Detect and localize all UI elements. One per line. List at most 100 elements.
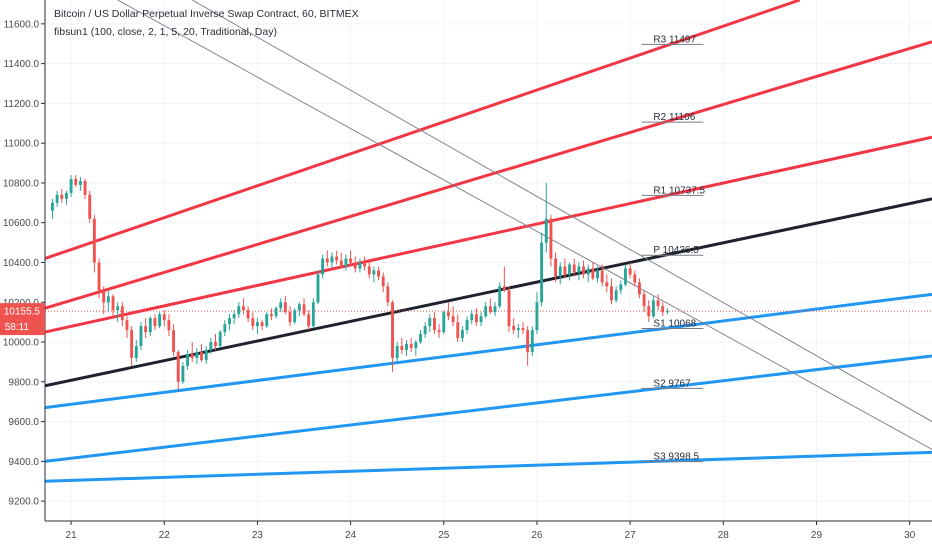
price-tick-label: 9800.0 (8, 377, 39, 388)
pivot-label: P 10436.5 (653, 245, 699, 256)
candle-body (661, 306, 665, 313)
candle-body (321, 258, 325, 275)
candle-body (642, 294, 646, 307)
candle-body (405, 344, 408, 350)
time-tick-label: 23 (252, 530, 264, 541)
candle-body (288, 312, 292, 323)
candle-body (363, 262, 367, 267)
candle-body (144, 326, 148, 333)
candle-body (335, 256, 339, 261)
candles (51, 174, 669, 390)
candle-body (474, 314, 478, 323)
candle-body (92, 218, 96, 263)
line-c2 (191, 0, 932, 422)
price-axis-bg (0, 0, 45, 521)
time-tick-label: 25 (438, 530, 450, 541)
time-tick-label: 26 (531, 530, 543, 541)
candle-body (51, 202, 54, 211)
candle-body (637, 282, 641, 295)
candle-body (120, 306, 124, 321)
candle-body (209, 342, 213, 350)
candle-body (200, 351, 203, 360)
candle-body (456, 322, 460, 339)
pivot-label: S3 9398.5 (653, 452, 699, 463)
candle-body (228, 318, 231, 325)
candle-body (330, 256, 334, 263)
candle-body (302, 304, 306, 315)
candle-body (283, 302, 287, 313)
candle-body (530, 330, 534, 352)
candle-body (521, 328, 525, 331)
candle-body (111, 296, 115, 311)
candle-body (74, 178, 78, 185)
candle-body (246, 310, 250, 319)
candle-body (428, 318, 432, 327)
candle-body (526, 330, 530, 352)
candle-body (633, 274, 637, 283)
price-tick-label: 11000.0 (4, 139, 40, 150)
candle-body (568, 264, 572, 275)
pivot-label: R2 11106 (653, 112, 695, 123)
candle-body (651, 300, 655, 317)
candle-body (470, 314, 474, 321)
candle-body (624, 268, 627, 285)
candle-body (619, 284, 623, 291)
price-tick-label: 10800.0 (3, 178, 40, 189)
candle-body (153, 318, 157, 327)
legend: Bitcoin / US Dollar Perpetual Inverse Sw… (54, 8, 359, 38)
candle-body (190, 353, 194, 358)
pivot-label: R3 11497 (653, 34, 696, 45)
candle-body (395, 346, 399, 358)
candle-body (391, 302, 394, 358)
candle-body (102, 290, 106, 303)
candle-body (223, 324, 227, 333)
price-axis[interactable]: 11600.0 11400.0 11200.0 11000.0 10800.0 10600… (0, 0, 46, 521)
price-tick-label: 11400.0 (4, 59, 40, 70)
candle-body (628, 268, 632, 275)
candle-body (358, 262, 362, 269)
time-tick-label: 22 (159, 530, 171, 541)
candle-body (549, 218, 553, 259)
pivot-labels: R3 11497 R2 11106 R1 10737.5 P 10436.5 S1 10… (641, 34, 706, 463)
line-r2 (44, 40, 932, 310)
candle-body (181, 365, 185, 382)
pivot-label: S2 9767 (653, 378, 691, 389)
candle-body (130, 330, 134, 358)
time-tick-label: 27 (625, 530, 637, 541)
candle-countdown: 58:11 (5, 322, 30, 333)
candle-body (540, 242, 544, 303)
candle-body (558, 266, 562, 277)
candle-body (297, 304, 301, 311)
candle-body (493, 306, 497, 313)
candle-body (367, 266, 371, 275)
candle-body (479, 316, 483, 323)
candle-body (442, 312, 446, 333)
candle-body (544, 218, 548, 243)
candle-body (572, 264, 576, 273)
time-tick-label: 24 (345, 530, 357, 541)
time-axis[interactable]: 21 22 23 24 25 26 27 28 29 30 (0, 520, 932, 550)
candle-body (83, 180, 87, 195)
candle-body (158, 314, 162, 327)
line-r1 (44, 135, 932, 334)
candle-body (502, 286, 506, 291)
candle-body (311, 302, 315, 327)
candle-body (349, 258, 353, 263)
candle-body (498, 286, 502, 307)
candle-body (237, 306, 241, 315)
candle-body (255, 322, 259, 327)
candle-body (535, 302, 539, 331)
price-tick-label: 11200.0 (4, 99, 40, 110)
candle-body (242, 306, 245, 311)
time-axis-bg (0, 521, 932, 550)
pivot-label: R1 10737.5 (653, 185, 705, 196)
candle-body (293, 310, 297, 323)
candle-body (614, 290, 618, 301)
line-s3 (44, 450, 932, 483)
price-tick-label: 10000.0 (3, 338, 40, 349)
candle-body (176, 351, 180, 382)
candle-body (55, 194, 59, 203)
candle-body (78, 180, 82, 185)
line-c1 (117, 0, 932, 450)
